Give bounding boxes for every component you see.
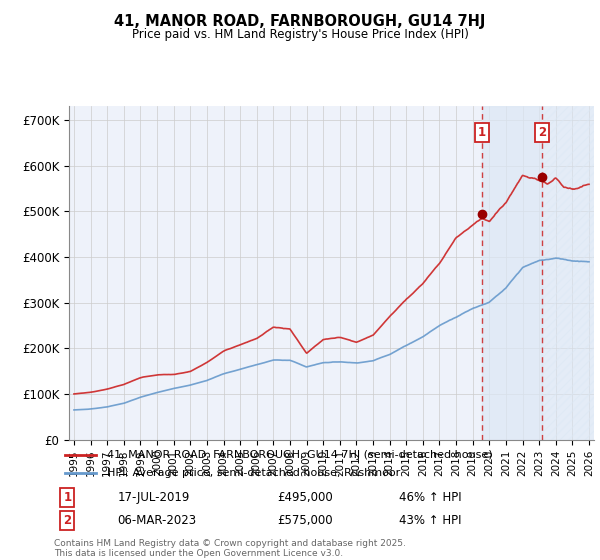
Text: 2: 2 xyxy=(63,514,71,527)
Text: 17-JUL-2019: 17-JUL-2019 xyxy=(118,491,190,504)
Text: 06-MAR-2023: 06-MAR-2023 xyxy=(118,514,197,527)
Text: Contains HM Land Registry data © Crown copyright and database right 2025.
This d: Contains HM Land Registry data © Crown c… xyxy=(54,539,406,558)
Text: 43% ↑ HPI: 43% ↑ HPI xyxy=(399,514,461,527)
Text: 2: 2 xyxy=(538,127,546,139)
Text: 1: 1 xyxy=(478,127,486,139)
Text: 1: 1 xyxy=(63,491,71,504)
Text: 41, MANOR ROAD, FARNBOROUGH, GU14 7HJ (semi-detached house): 41, MANOR ROAD, FARNBOROUGH, GU14 7HJ (s… xyxy=(107,450,493,460)
Text: £575,000: £575,000 xyxy=(277,514,332,527)
Text: HPI: Average price, semi-detached house, Rushmoor: HPI: Average price, semi-detached house,… xyxy=(107,468,400,478)
Text: £495,000: £495,000 xyxy=(277,491,333,504)
Bar xyxy=(482,106,542,440)
Bar xyxy=(542,106,600,440)
Text: 41, MANOR ROAD, FARNBOROUGH, GU14 7HJ: 41, MANOR ROAD, FARNBOROUGH, GU14 7HJ xyxy=(115,14,485,29)
Text: Price paid vs. HM Land Registry's House Price Index (HPI): Price paid vs. HM Land Registry's House … xyxy=(131,28,469,41)
Text: 46% ↑ HPI: 46% ↑ HPI xyxy=(399,491,462,504)
